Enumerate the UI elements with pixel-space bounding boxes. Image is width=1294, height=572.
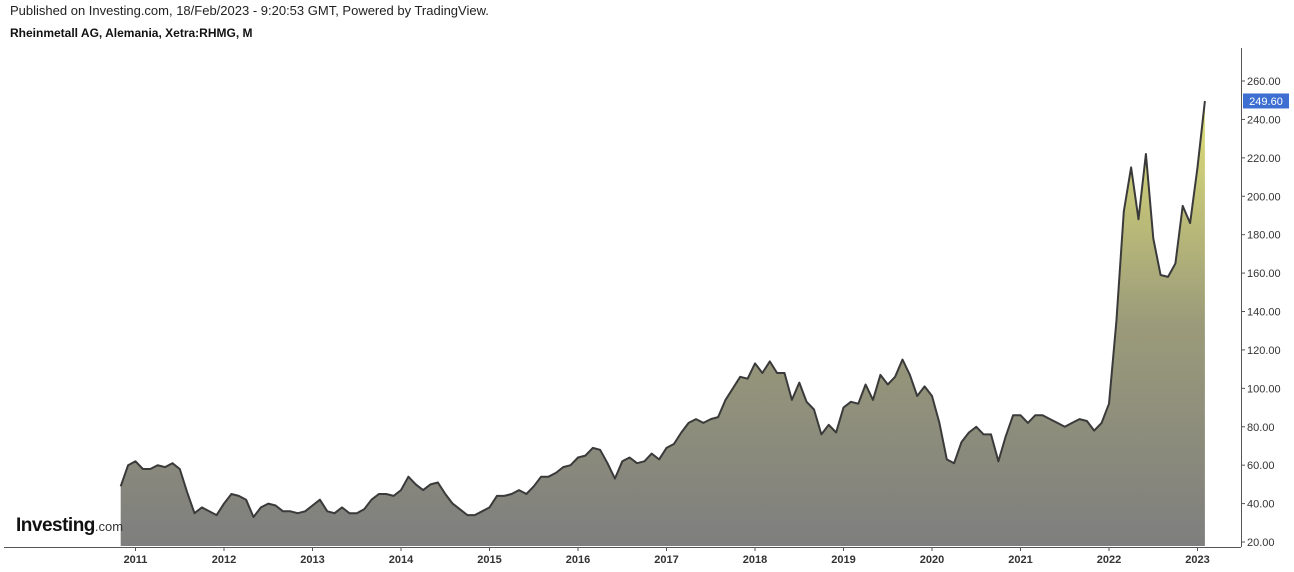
y-tick-label: 60.00 bbox=[1247, 460, 1275, 472]
chart-title: Rheinmetall AG, Alemania, Xetra:RHMG, M bbox=[10, 26, 253, 40]
x-tick-label: 2012 bbox=[212, 554, 236, 566]
x-tick-label: 2013 bbox=[300, 554, 324, 566]
published-note: Published on Investing.com, 18/Feb/2023 … bbox=[10, 3, 489, 18]
x-tick-label: 2011 bbox=[124, 554, 148, 566]
y-tick-label: 180.00 bbox=[1247, 230, 1281, 242]
x-tick-label: 2018 bbox=[743, 554, 767, 566]
x-tick-label: 2015 bbox=[477, 554, 501, 566]
x-tick-label: 2016 bbox=[566, 554, 590, 566]
y-tick-label: 80.00 bbox=[1247, 422, 1275, 434]
price-area bbox=[120, 101, 1205, 546]
x-tick-label: 2022 bbox=[1097, 554, 1121, 566]
logo-wordmark: Investing bbox=[16, 515, 95, 536]
x-tick-label: 2020 bbox=[920, 554, 944, 566]
last-price-label: 249.60 bbox=[1249, 96, 1283, 108]
x-tick-label: 2019 bbox=[831, 554, 855, 566]
y-tick-label: 120.00 bbox=[1247, 345, 1281, 357]
x-tick-label: 2014 bbox=[389, 554, 414, 566]
last-price-badge bbox=[1243, 93, 1289, 109]
y-tick-label: 260.00 bbox=[1247, 76, 1281, 88]
x-tick-label: 2017 bbox=[654, 554, 678, 566]
investing-logo: Investing.com bbox=[16, 515, 123, 537]
x-tick-label: 2021 bbox=[1008, 554, 1032, 566]
logo-suffix: .com bbox=[94, 519, 124, 534]
y-tick-label: 100.00 bbox=[1247, 383, 1281, 395]
y-tick-label: 240.00 bbox=[1247, 114, 1281, 126]
y-tick-label: 140.00 bbox=[1247, 307, 1281, 319]
y-tick-label: 160.00 bbox=[1247, 268, 1281, 280]
price-line bbox=[119, 100, 1206, 518]
y-tick-label: 220.00 bbox=[1247, 153, 1281, 165]
y-tick-label: 20.00 bbox=[1247, 537, 1275, 549]
y-tick-label: 40.00 bbox=[1247, 499, 1275, 511]
y-tick-label: 200.00 bbox=[1247, 191, 1281, 203]
x-tick-label: 2023 bbox=[1185, 554, 1209, 566]
